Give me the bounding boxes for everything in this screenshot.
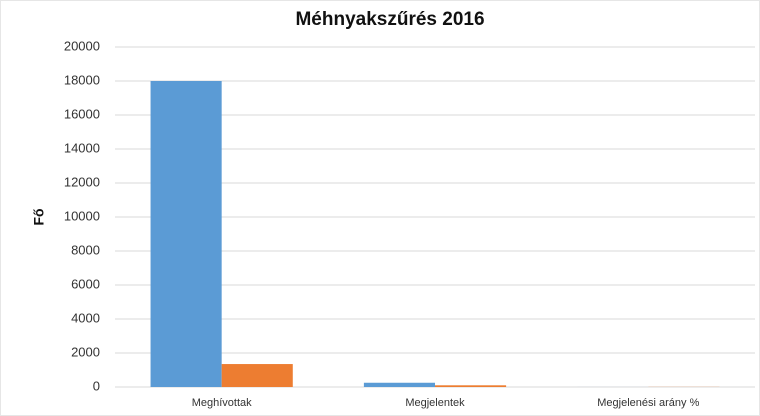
y-tick-label: 12000: [64, 174, 100, 189]
y-tick-label: 14000: [64, 140, 100, 155]
y-axis-label: Fő: [31, 208, 47, 225]
y-tick-label: 6000: [71, 276, 100, 291]
y-tick-label: 2000: [71, 344, 100, 359]
bar: [221, 364, 293, 387]
x-tick-label: Megjelentek: [405, 397, 465, 409]
y-tick-label: 18000: [64, 72, 100, 87]
y-tick-label: 16000: [64, 106, 100, 121]
bar: [363, 382, 435, 387]
bar: [150, 81, 222, 387]
x-tick-label: Megjelenési arány %: [597, 397, 699, 409]
x-tick-label: Meghívottak: [192, 397, 252, 409]
chart-title: Méhnyakszűrés 2016: [295, 9, 484, 30]
y-tick-label: 8000: [71, 242, 100, 257]
y-tick-label: 4000: [71, 310, 100, 325]
y-tick-label: 20000: [64, 38, 100, 53]
y-tick-label: 10000: [64, 208, 100, 223]
y-tick-label: 0: [93, 378, 100, 393]
bar: [435, 385, 507, 387]
